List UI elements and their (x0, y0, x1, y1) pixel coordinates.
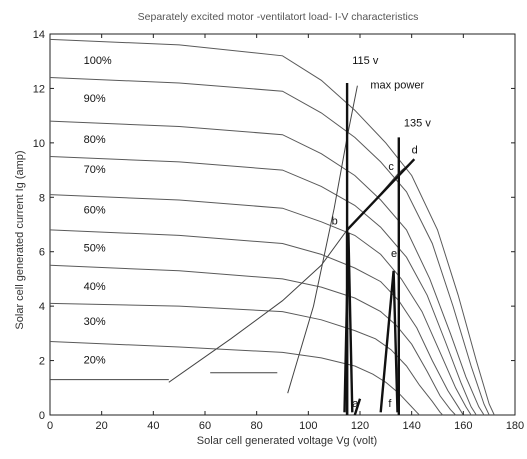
x-tick-label-80: 80 (251, 420, 263, 432)
curve-50 (49, 229, 464, 416)
curve-20 (49, 341, 420, 416)
x-tick-label-120: 120 (351, 420, 369, 432)
y-axis-ticks: 0 2 4 6 8 10 12 14 (33, 29, 515, 422)
plot-frame (49, 33, 516, 416)
curve-label-100: 100% (84, 55, 112, 67)
level-label-group: 100% 90% 80% 70% 60% 50% 40% 30% 20% (84, 55, 112, 366)
curve-label-50: 50% (84, 243, 106, 255)
y-tick-label-12: 12 (33, 83, 45, 95)
y-tick-label-0: 0 (39, 410, 45, 422)
bold-line-b-d (346, 158, 416, 231)
annotation-135-v: 135 v (404, 118, 431, 130)
annotation-a: a (352, 398, 359, 410)
y-tick-label-6: 6 (39, 247, 45, 259)
curve-label-70: 70% (84, 164, 106, 176)
annotation-f: f (388, 398, 392, 410)
curve-label-30: 30% (84, 316, 106, 328)
curve-group (49, 38, 495, 416)
y-tick-label-8: 8 (39, 192, 45, 204)
bold-line-group (343, 83, 416, 416)
curve-label-20: 20% (84, 354, 106, 366)
overlay-max-power (287, 85, 358, 394)
annotation-max-power: max power (370, 79, 424, 91)
annotation-b: b (332, 216, 338, 228)
annotation-group: 115 v max power 135 v c d b e a f (332, 55, 432, 410)
curve-30 (49, 302, 444, 416)
bold-line-a-rise (353, 398, 362, 416)
curve-80 (49, 120, 485, 416)
overlay-load (168, 161, 413, 383)
annotation-c: c (388, 161, 394, 173)
y-tick-label-14: 14 (33, 29, 45, 41)
bold-line-e-spike (379, 270, 399, 413)
x-tick-label-20: 20 (96, 420, 108, 432)
annotation-115-v: 115 v (352, 55, 379, 67)
bold-line-b-spike (343, 232, 354, 413)
x-tick-label-60: 60 (199, 420, 211, 432)
x-axis-label: Solar cell generated voltage Vg (volt) (197, 435, 377, 447)
x-tick-label-100: 100 (299, 420, 317, 432)
y-axis-label: Solar cell generated current Ig (amp) (14, 150, 26, 329)
curve-90 (49, 77, 490, 416)
curve-70 (49, 156, 477, 416)
x-tick-label-0: 0 (47, 420, 53, 432)
y-tick-label-4: 4 (39, 301, 45, 313)
x-tick-label-40: 40 (147, 420, 159, 432)
y-tick-label-10: 10 (33, 138, 45, 150)
x-axis-ticks: 0 20 40 60 80 100 120 140 160 180 (47, 34, 524, 432)
curve-label-80: 80% (84, 134, 106, 146)
curve-60 (49, 194, 472, 416)
y-tick-label-2: 2 (39, 356, 45, 368)
x-tick-label-160: 160 (454, 420, 472, 432)
chart-title: Separately excited motor -ventilatort lo… (138, 11, 419, 23)
annotation-d: d (412, 145, 418, 157)
overlay-group (50, 85, 413, 394)
curve-label-90: 90% (84, 93, 106, 105)
annotation-e: e (391, 248, 397, 260)
x-tick-label-140: 140 (402, 420, 420, 432)
curve-label-60: 60% (84, 205, 106, 217)
curve-label-40: 40% (84, 281, 106, 293)
x-tick-label-180: 180 (506, 420, 524, 432)
